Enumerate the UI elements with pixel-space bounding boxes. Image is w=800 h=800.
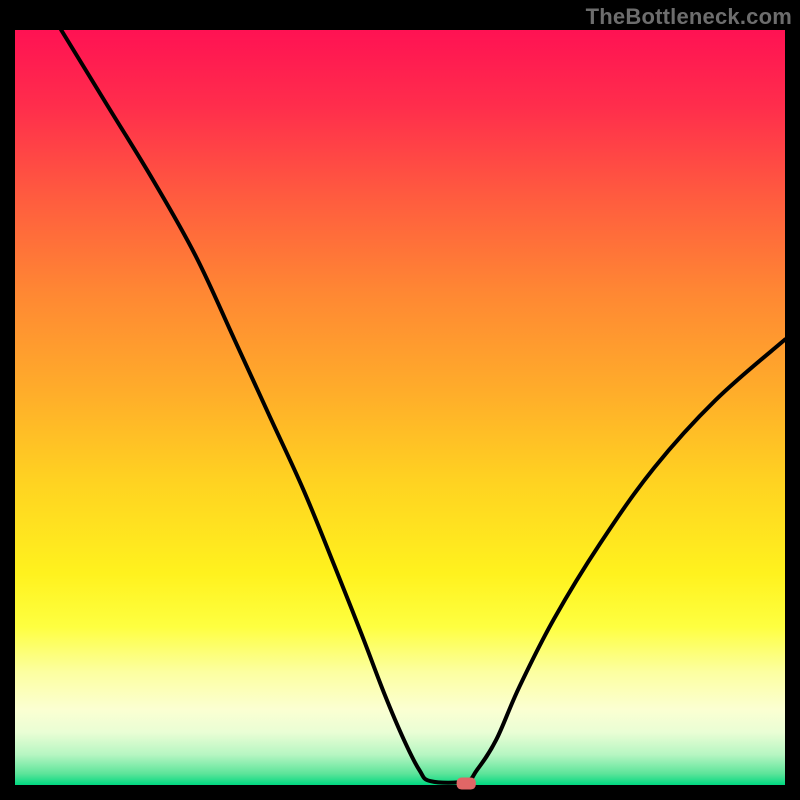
bottleneck-chart xyxy=(0,0,800,800)
watermark: TheBottleneck.com xyxy=(586,4,792,30)
optimal-marker xyxy=(457,777,476,789)
